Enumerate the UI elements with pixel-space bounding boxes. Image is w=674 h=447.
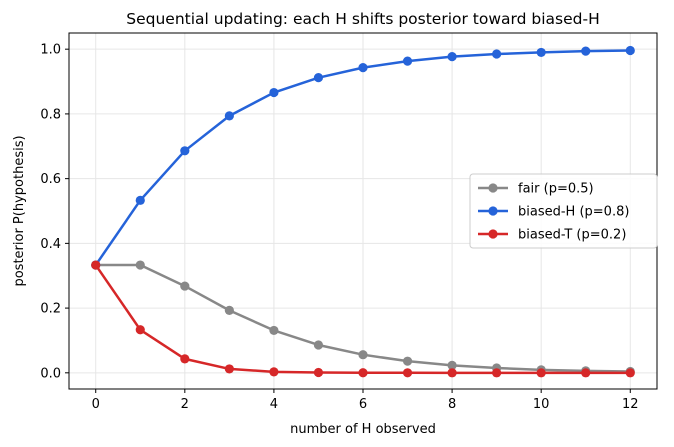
series-biased-t [91,260,635,378]
x-tick-label: 6 [359,397,367,412]
data-point [269,87,279,98]
data-point [358,350,368,360]
data-point [581,46,591,56]
x-tick-label: 4 [270,397,278,412]
data-point [581,368,591,378]
data-point [358,368,368,378]
data-point [269,367,279,377]
data-point [625,368,635,378]
data-point [492,368,502,378]
chart-title: Sequential updating: each H shifts poste… [126,10,599,28]
x-tick-label: 0 [92,397,100,412]
data-point [402,368,413,378]
data-point [180,281,190,291]
legend-label: biased-H (p=0.8) [518,205,629,220]
data-point [180,146,190,156]
data-point [313,367,324,378]
data-point [313,340,324,350]
data-point [358,63,368,73]
x-tick-label: 8 [448,397,456,412]
data-point [402,56,413,66]
legend-label: fair (p=0.5) [518,182,594,197]
legend-item: biased-T (p=0.2) [478,228,626,243]
data-point [224,364,234,374]
data-point [492,49,502,59]
legend-swatch-marker [488,206,498,216]
data-point [625,45,635,56]
legend-swatch-marker [488,183,498,193]
legend-swatch-marker [488,229,498,239]
data-point [447,360,457,370]
x-tick-label: 12 [622,397,639,412]
data-point [135,195,145,205]
data-point [447,368,457,378]
data-point [447,52,457,62]
y-tick-label: 0.2 [40,302,61,317]
data-point [135,325,145,335]
data-point [269,325,279,336]
y-tick-label: 0.4 [40,237,61,252]
y-axis-label: posterior P(hypothesis) [12,135,27,286]
data-point [224,111,234,121]
legend-box [469,173,658,249]
legend-item: fair (p=0.5) [478,182,594,197]
x-tick-label: 10 [533,397,550,412]
y-tick-label: 0.8 [40,107,61,122]
y-tick-label: 0.6 [40,172,61,187]
data-point [180,354,190,364]
data-point [313,73,324,83]
x-axis-label: number of H observed [290,422,436,437]
data-point [91,260,101,270]
legend: fair (p=0.5) biased-H (p=0.8) biased-T (p=… [469,173,658,249]
x-tick-label: 2 [181,397,189,412]
data-point [224,305,234,315]
legend-item: biased-H (p=0.8) [478,205,629,220]
legend-label: biased-T (p=0.2) [518,228,626,243]
data-point [135,260,145,270]
series-biased-h [91,45,635,270]
y-tick-label: 0.0 [40,366,61,381]
data-point [402,356,413,366]
series-layer [91,45,635,378]
y-tick-label: 1.0 [40,43,61,58]
axis-ticks: 0 2 4 6 8 10 12 0.0 0.2 0.4 0.6 0.8 1.0 [40,43,638,412]
data-point [536,47,546,58]
data-point [536,368,546,378]
